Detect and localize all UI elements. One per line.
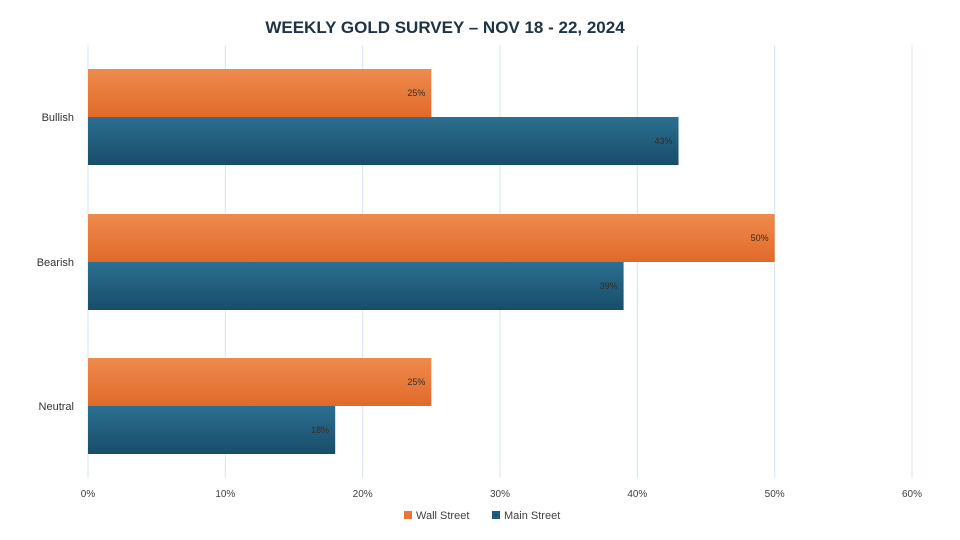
legend: Wall Street Main Street	[404, 510, 560, 522]
category-label: Bearish	[37, 257, 74, 269]
x-tick-label: 10%	[215, 489, 235, 500]
category-labels: Bullish Bearish Neutral	[37, 112, 74, 413]
x-tick-label: 0%	[81, 489, 96, 500]
legend-swatch	[492, 511, 500, 519]
x-tick-label: 30%	[490, 489, 510, 500]
x-tick-label: 60%	[902, 489, 922, 500]
bars: 25% 43% 50% 39% 25% 18%	[88, 69, 775, 454]
bar-wall-street	[88, 358, 432, 406]
bar-wall-street	[88, 69, 432, 117]
bar-wall-street	[88, 214, 775, 262]
legend-label: Main Street	[504, 510, 560, 522]
x-axis-ticks: 0% 10% 20% 30% 40% 50% 60%	[81, 489, 922, 500]
data-label: 39%	[600, 281, 618, 291]
x-tick-label: 40%	[627, 489, 647, 500]
data-label: 43%	[655, 136, 673, 146]
data-label: 50%	[751, 233, 769, 243]
x-tick-label: 50%	[765, 489, 785, 500]
data-label: 18%	[311, 425, 329, 435]
legend-label: Wall Street	[416, 510, 469, 522]
bar-main-street	[88, 262, 624, 310]
chart-title: WEEKLY GOLD SURVEY – NOV 18 - 22, 2024	[265, 18, 625, 37]
x-tick-label: 20%	[353, 489, 373, 500]
bar-main-street	[88, 117, 679, 165]
category-label: Neutral	[39, 401, 74, 413]
data-label: 25%	[407, 88, 425, 98]
category-label: Bullish	[42, 112, 74, 124]
legend-swatch	[404, 511, 412, 519]
bar-main-street	[88, 406, 336, 454]
data-label: 25%	[407, 377, 425, 387]
